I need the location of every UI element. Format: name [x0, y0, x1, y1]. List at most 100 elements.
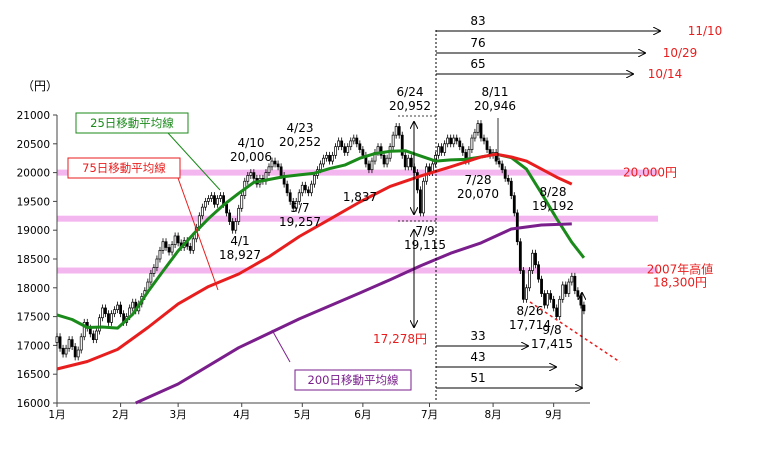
candle-body-60: [234, 221, 238, 231]
candle-body-114: [397, 126, 401, 136]
annotation-11-line-1: 8/28: [540, 185, 567, 199]
candle-body-65: [249, 172, 253, 176]
candle-body-147: [497, 160, 501, 165]
bottom-arrow-count-2: 43: [470, 350, 485, 364]
candle-body-112: [391, 134, 395, 148]
annotation-6: 1,837: [343, 190, 377, 204]
candle-body-73: [273, 160, 277, 165]
candle-body-130: [446, 137, 450, 145]
band-label-2007-high-line-1: 2007年高値: [647, 262, 714, 277]
y-tick-label-20000: 20000: [17, 168, 50, 180]
candle-body-84: [306, 189, 310, 194]
candle-body-160: [537, 264, 540, 280]
highlight-band-3: [57, 267, 658, 274]
annotation-1-line-1: 4/10: [238, 136, 265, 150]
candle-body-39: [170, 244, 174, 253]
candle-body-15: [97, 317, 101, 332]
candle-body-94: [337, 140, 341, 148]
series-label-box-3: [294, 369, 412, 391]
candle-body-90: [325, 154, 328, 159]
candle-body-140: [476, 123, 480, 133]
candle-body-91: [328, 154, 331, 162]
candle-body-133: [455, 137, 459, 142]
candle-body-168: [561, 284, 565, 300]
candle-body-53: [213, 195, 216, 205]
candle-body-143: [485, 140, 489, 150]
series-label-1: 25日移動平均線: [90, 116, 174, 130]
annotation-10-line-1: 7/28: [465, 173, 492, 187]
annotation-2-line-1: 4/23: [287, 121, 314, 135]
candle-body-21: [116, 304, 119, 311]
candle-body-99: [352, 137, 356, 142]
candle-body-104: [367, 163, 371, 171]
candle-body-62: [240, 195, 244, 209]
series-label-leader-3: [271, 329, 291, 363]
candle-body-37: [164, 241, 168, 248]
candle-body-41: [176, 235, 180, 244]
candle-body-151: [509, 180, 513, 196]
candle-body-71: [267, 166, 271, 173]
candle-body-155: [521, 270, 525, 300]
series-label-leader-1: [167, 132, 221, 191]
candle-body-52: [210, 195, 213, 199]
series-label-leader-2: [177, 177, 219, 291]
candle-body-172: [573, 275, 577, 292]
series-line-2: [56, 152, 573, 371]
candle-body-74: [276, 163, 280, 168]
y-tick-label-21000: 21000: [17, 110, 50, 122]
red-dotted-downtrend: [529, 301, 621, 363]
candle-body-139: [473, 131, 477, 139]
candle-body-135: [461, 146, 465, 153]
candle-body-7: [73, 346, 77, 358]
candle-body-14: [94, 330, 98, 340]
annotation-13-line-1: 9/8: [542, 323, 561, 337]
candle-body-110: [385, 157, 389, 165]
annotation-13-line-2: 17,415: [531, 337, 573, 351]
candle-body-80: [294, 201, 298, 209]
candle-body-77: [285, 183, 289, 194]
candle-body-163: [546, 293, 550, 306]
candle-body-26: [131, 301, 135, 309]
candle-body-12: [88, 327, 92, 335]
y-tick-label-20500: 20500: [17, 139, 50, 151]
annotation-1-line-2: 20,006: [230, 150, 272, 164]
x-tick-label-3: 3月: [170, 409, 187, 421]
x-tick-label-9: 9月: [545, 409, 562, 421]
candle-body-40: [173, 235, 177, 245]
candle-body-115: [400, 134, 404, 156]
candle-body-55: [219, 195, 222, 199]
candle-body-59: [231, 221, 235, 231]
candle-body-33: [152, 267, 156, 274]
top-arrow-count-2: 76: [470, 36, 485, 50]
y-tick-label-19000: 19000: [17, 225, 50, 237]
bottom-arrow-count-3: 51: [470, 371, 485, 385]
y-tick-label-19500: 19500: [17, 196, 50, 208]
y-tick-label-18000: 18000: [17, 283, 50, 295]
bottom-arrow-count-1: 33: [470, 329, 485, 343]
candle-body-34: [155, 258, 159, 268]
candle-body-127: [437, 146, 440, 156]
candle-body-58: [228, 212, 232, 222]
highlight-bands: [57, 169, 658, 274]
candle-body-118: [409, 157, 413, 168]
candle-body-152: [512, 195, 516, 214]
candle-body-166: [555, 307, 559, 317]
annotation-12-line-1: 8/26: [517, 304, 544, 318]
x-tick-label-1: 1月: [48, 409, 65, 421]
candle-body-6: [70, 339, 74, 347]
candle-body-81: [297, 192, 301, 202]
candle-body-120: [415, 172, 419, 191]
candle-body-9: [79, 336, 83, 351]
candle-body-149: [503, 169, 507, 179]
candle-body-164: [549, 293, 553, 300]
candle-body-10: [82, 322, 86, 338]
x-tick-label-2: 2月: [112, 409, 129, 421]
candle-body-13: [91, 333, 95, 340]
candle-body-64: [246, 175, 250, 182]
annotation-12-line-2: 17,714: [509, 318, 551, 332]
candle-body-132: [452, 137, 456, 145]
candle-body-82: [300, 184, 304, 194]
annotation-5-line-2: 20,952: [389, 99, 431, 113]
y-tick-label-17000: 17000: [17, 340, 50, 352]
